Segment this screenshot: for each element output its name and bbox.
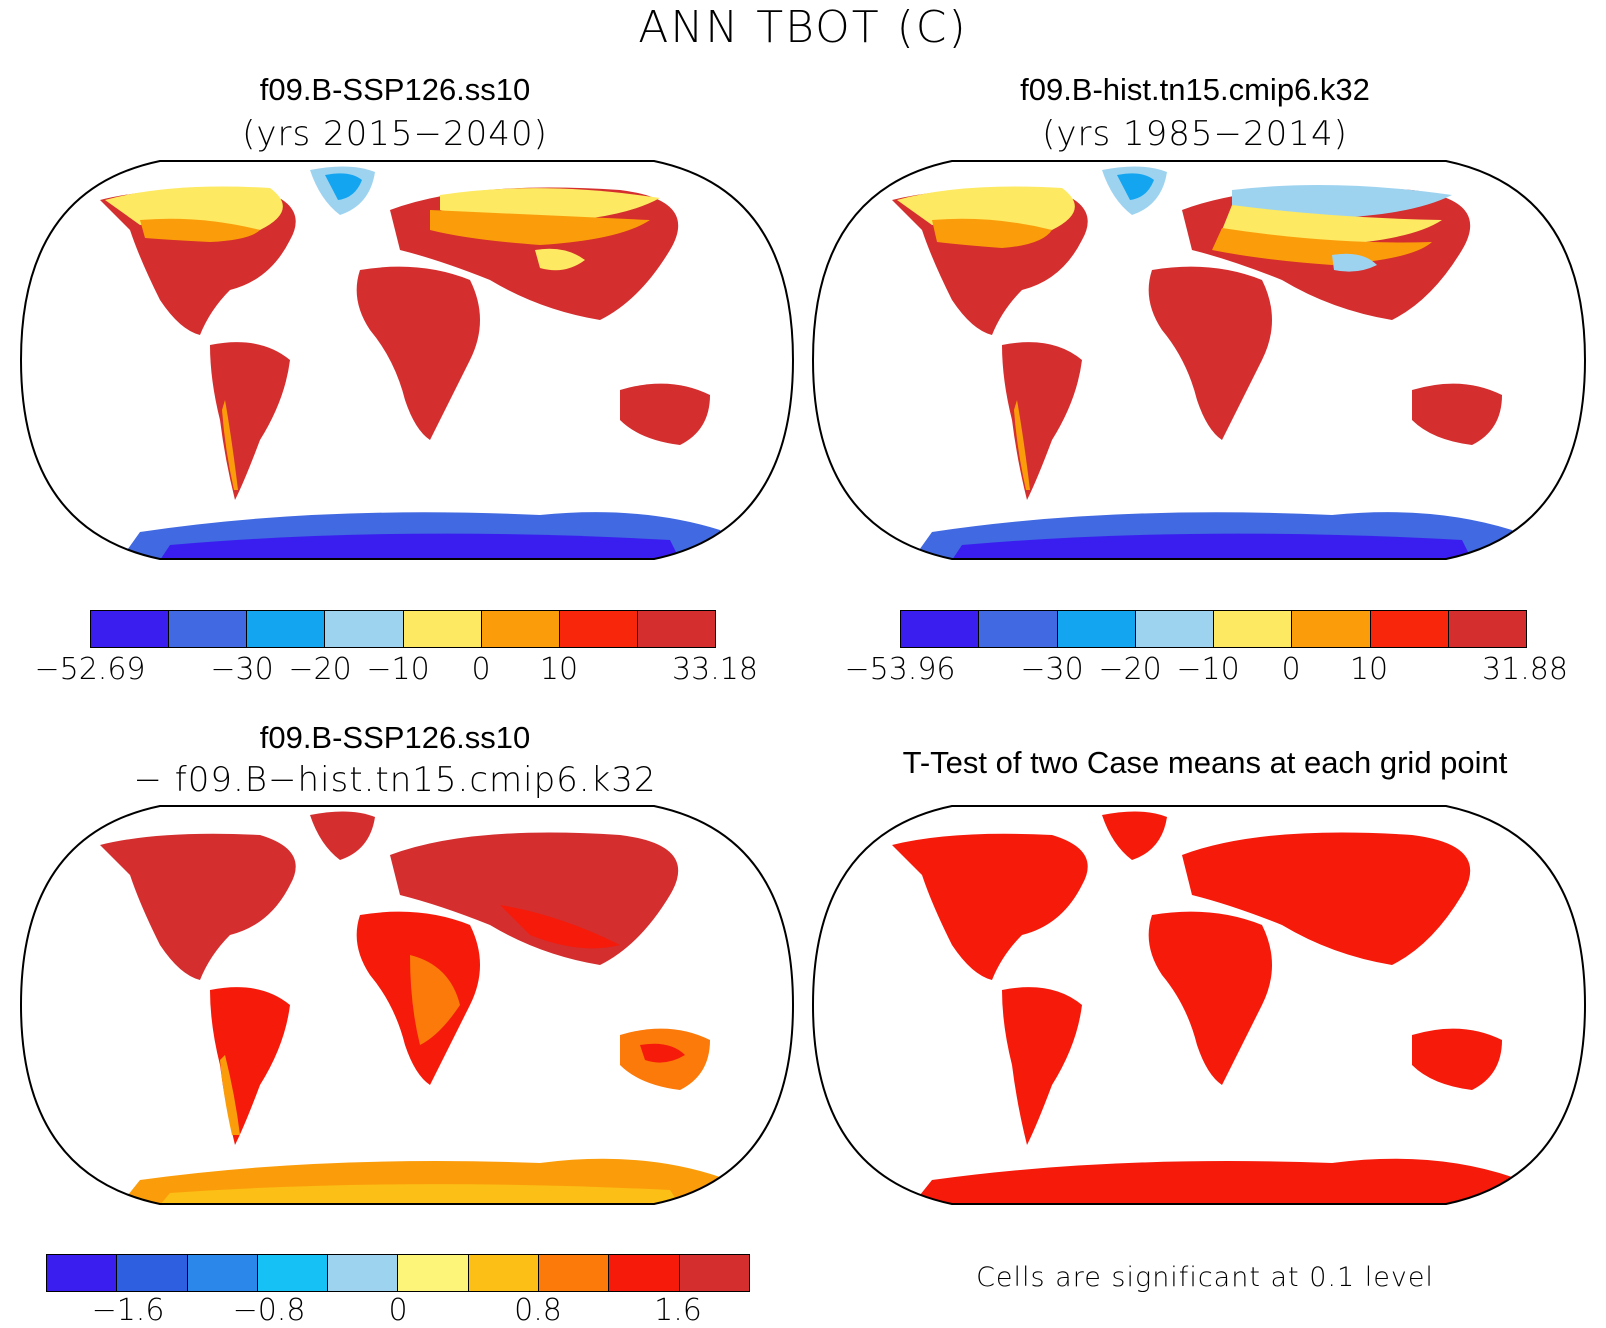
- panel-tr-subtitle: (yrs 1985−2014): [1042, 114, 1348, 154]
- panel-tr-title: f09.B-hist.tn15.cmip6.k32: [1020, 72, 1370, 107]
- colorbar-swatch: [47, 1255, 118, 1291]
- colorbar-bl-level-label: 0: [388, 1293, 408, 1328]
- colorbar-tl-level-label: 0: [471, 652, 491, 687]
- colorbar-swatch: [901, 611, 980, 647]
- colorbar-swatch: [539, 1255, 610, 1291]
- colorbar-swatch: [1135, 611, 1214, 647]
- colorbar-top-right: [900, 610, 1527, 648]
- colorbar-swatch: [979, 611, 1058, 647]
- colorbar-tl-level-label: 10: [539, 652, 579, 687]
- colorbar-tr-level-label: −20: [1098, 652, 1162, 687]
- colorbar-tl-max-label: 33.18: [672, 652, 758, 687]
- colorbar-tr-level-label: −10: [1176, 652, 1240, 687]
- colorbar-bl-level-label: −0.8: [232, 1293, 306, 1328]
- panel-bl-title: f09.B-SSP126.ss10: [259, 720, 531, 755]
- panel-br-title: T-Test of two Case means at each grid po…: [902, 745, 1508, 780]
- colorbar-swatch: [257, 1255, 329, 1291]
- colorbar-swatch: [328, 1255, 399, 1291]
- colorbar-tl-min-label: −52.69: [34, 652, 146, 687]
- map-panel-top-right: [812, 160, 1586, 560]
- colorbar-swatch: [403, 611, 482, 647]
- colorbar-swatch: [169, 611, 248, 647]
- colorbar-bottom-left: [46, 1254, 750, 1292]
- colorbar-tr-min-label: −53.96: [844, 652, 956, 687]
- colorbar-swatch: [247, 611, 326, 647]
- colorbar-tr-max-label: 31.88: [1482, 652, 1568, 687]
- colorbar-swatch: [1370, 611, 1449, 647]
- colorbar-swatch: [398, 1255, 469, 1291]
- colorbar-bl-level-label: 0.8: [514, 1293, 562, 1328]
- colorbar-swatch: [679, 1255, 749, 1291]
- colorbar-swatch: [559, 611, 638, 647]
- colorbar-tl-level-label: −20: [288, 652, 352, 687]
- colorbar-swatch: [1448, 611, 1526, 647]
- significance-note: Cells are significant at 0.1 level: [976, 1262, 1434, 1293]
- colorbar-swatch: [91, 611, 170, 647]
- colorbar-top-left: [90, 610, 716, 648]
- colorbar-swatch: [117, 1255, 188, 1291]
- colorbar-swatch: [468, 1255, 540, 1291]
- colorbar-tl-level-label: −10: [366, 652, 430, 687]
- colorbar-swatch: [1292, 611, 1371, 647]
- panel-tl-title: f09.B-SSP126.ss10: [259, 72, 531, 107]
- panel-tl-subtitle: (yrs 2015−2040): [242, 114, 548, 154]
- colorbar-swatch: [609, 1255, 680, 1291]
- colorbar-bl-level-label: 1.6: [654, 1293, 702, 1328]
- colorbar-swatch: [1214, 611, 1293, 647]
- map-panel-bottom-right: [812, 805, 1586, 1205]
- colorbar-tr-level-label: 0: [1281, 652, 1301, 687]
- map-panel-top-left: [20, 160, 794, 560]
- colorbar-bl-level-label: −1.6: [91, 1293, 165, 1328]
- colorbar-tl-level-label: −30: [210, 652, 274, 687]
- colorbar-swatch: [187, 1255, 258, 1291]
- map-panel-bottom-left: [20, 805, 794, 1205]
- figure-title: ANN TBOT (C): [638, 2, 968, 53]
- colorbar-swatch: [481, 611, 560, 647]
- colorbar-swatch: [325, 611, 404, 647]
- colorbar-swatch: [637, 611, 715, 647]
- colorbar-tr-level-label: 10: [1349, 652, 1389, 687]
- colorbar-swatch: [1057, 611, 1136, 647]
- colorbar-tr-level-label: −30: [1020, 652, 1084, 687]
- panel-bl-subtitle: − f09.B−hist.tn15.cmip6.k32: [133, 760, 657, 800]
